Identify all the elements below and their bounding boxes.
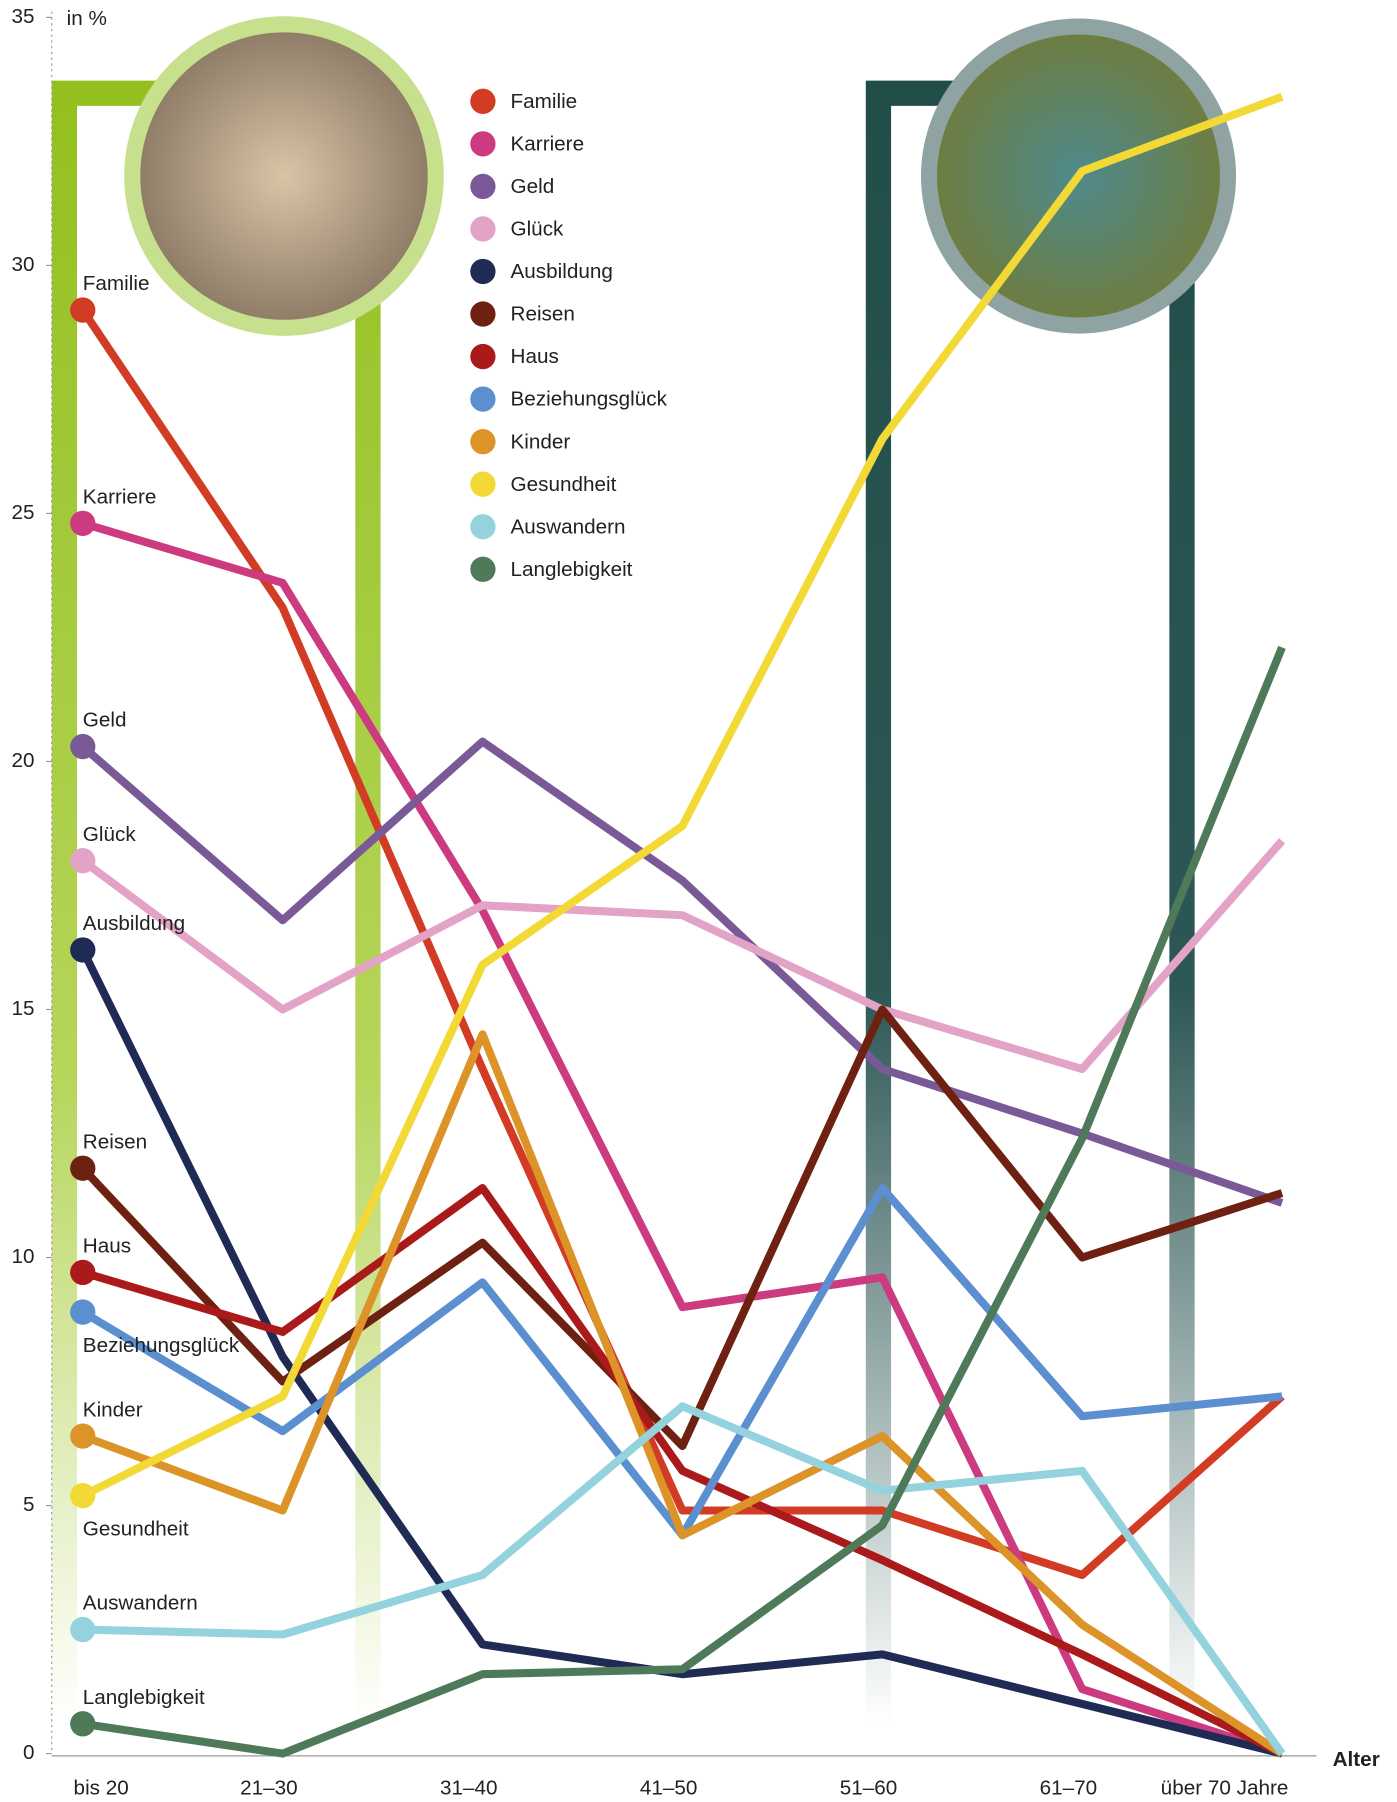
start-dot [70,1299,96,1325]
series-label: Karriere [83,486,157,509]
series-line [79,307,1285,1580]
series-line [79,1005,1284,1451]
start-dot [70,1155,96,1181]
legend-marker [470,343,496,370]
legend-marker [470,429,496,455]
legend-label: Ausbildung [511,260,613,283]
legend-label: Kinder [511,430,571,453]
x-tick-label: 21–30 [240,1777,298,1800]
legend-label: Geld [511,175,555,198]
start-dot [70,733,96,760]
series-line [79,948,1283,1758]
series-line [80,838,1286,1074]
y-tick-label: 25 [11,501,34,524]
start-dot [70,1259,96,1286]
series-label: Gesundheit [83,1518,189,1541]
y-tick-label: 35 [11,5,34,28]
start-dot [70,1711,96,1737]
x-tick-label: 61–70 [1040,1777,1098,1800]
series-label: Langlebigkeit [83,1686,205,1709]
y-tick-label: 30 [11,253,34,276]
y-tick-label: 20 [11,749,34,772]
legend-marker [470,301,496,327]
series-line [80,92,1284,1500]
legend-marker [470,258,496,285]
x-tick-label: 31–40 [440,1777,498,1800]
x-tick-label: 41–50 [640,1777,698,1800]
series-label: Haus [83,1235,131,1258]
series-line [81,1030,1285,1757]
legend-label: Gesundheit [511,473,617,496]
legend-label: Auswandern [511,515,626,538]
series-line [81,1184,1284,1758]
x-tick-label: über 70 Jahre [1161,1777,1289,1800]
x-axis-title: Alter [1333,1748,1380,1771]
series-label: Kinder [83,1398,143,1421]
y-tick-label: 0 [23,1741,35,1764]
legend-label: Glück [511,218,565,241]
legend-label: Familie [511,90,578,113]
legend-marker [470,556,496,582]
y-tick-label: 15 [11,997,34,1020]
y-tick-label: 5 [23,1493,35,1516]
plot: 0 5 10 15 20 25 30 35 bis 20 21–30 31–40 41–50 51–60… [11,5,1288,1800]
legend-marker [470,514,496,540]
series-line [80,737,1284,1207]
legend-label: Haus [511,345,559,368]
x-tick-label: 51–60 [840,1777,898,1800]
y-axis-title: in % [67,7,107,30]
legend-label: Reisen [511,303,575,326]
legend-label: Karriere [511,132,585,155]
x-tick-label: bis 20 [74,1777,129,1800]
legend-marker [470,173,496,200]
start-dot [70,1423,96,1449]
series-label: Reisen [83,1130,147,1153]
series-label: Geld [83,709,127,732]
legend-marker [470,471,496,497]
start-dot [70,1616,96,1643]
legend-label: Beziehungsglück [511,388,668,411]
series-line [82,645,1286,1758]
legend-marker [470,216,496,242]
series-line [81,519,1284,1758]
start-dot [70,510,96,537]
y-tick-label: 10 [11,1245,34,1268]
series-label: Ausbildung [83,912,185,935]
legend-marker [470,131,496,157]
series-label: Beziehungsglück [83,1334,240,1357]
legend-label: Langlebigkeit [511,558,633,581]
legend-marker [470,386,496,412]
series-label: Glück [83,823,137,846]
photo-young [124,16,444,336]
legend-marker [470,88,496,114]
start-dot [70,1482,96,1509]
start-dot [70,297,96,323]
series-label: Auswandern [83,1592,198,1615]
start-dot [70,937,96,963]
start-dot [70,848,96,874]
series-label: Familie [83,272,150,295]
series-line [82,1402,1286,1756]
